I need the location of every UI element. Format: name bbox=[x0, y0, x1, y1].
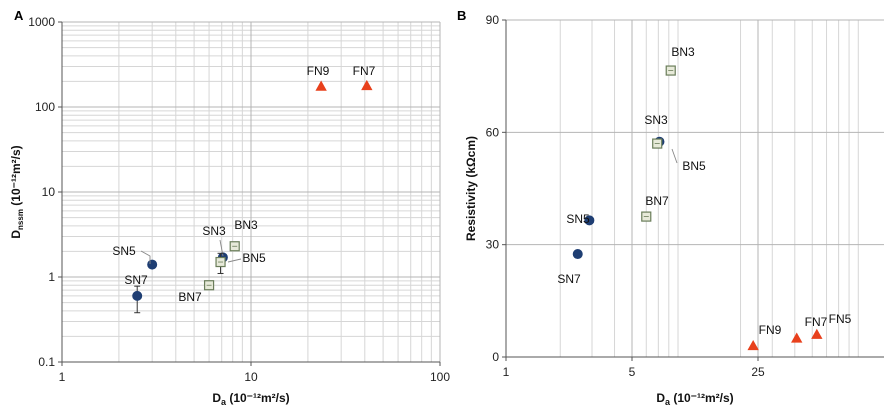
panel-b-grid-minor bbox=[559, 20, 859, 357]
panel-b-y-tick-label: 0 bbox=[492, 350, 499, 364]
panel-b-x-tick-label: 5 bbox=[629, 365, 636, 379]
panel-a-point-fn7-label: FN7 bbox=[353, 64, 376, 78]
panel-a-y-tick-label: 1000 bbox=[28, 15, 55, 29]
panel-b-y-tick-label: 90 bbox=[486, 13, 500, 27]
panel-b-point-sn7 bbox=[572, 249, 583, 260]
panel-b-point-sn7-label: SN7 bbox=[557, 272, 581, 286]
panel-a-point-fn9 bbox=[315, 80, 327, 91]
panel-b-point-fn9-label: FN9 bbox=[759, 323, 782, 337]
panel-b-point-bn7-label: BN7 bbox=[645, 194, 669, 208]
panel-a-point-sn5-label: SN5 bbox=[112, 244, 136, 258]
panel-b-y-axis-title: Resistivity (kΩcm) bbox=[464, 136, 478, 241]
panel-b-grid-major bbox=[505, 19, 884, 358]
panel-a-y-tick-label: 10 bbox=[42, 185, 56, 199]
panel-a-y-tick-label: 0.1 bbox=[38, 355, 55, 369]
panel-b-label: B bbox=[457, 8, 466, 23]
panel-b-point-fn5-label: FN5 bbox=[829, 312, 852, 326]
panel-a-x-axis-title: Da (10⁻¹²m²/s) bbox=[212, 391, 289, 407]
panel-b-point-fn5 bbox=[811, 328, 823, 339]
panel-a-point-sn5 bbox=[147, 259, 158, 270]
panel-a-point-bn5-leader bbox=[227, 258, 242, 263]
panel-b-point-fn7-label: FN7 bbox=[805, 315, 828, 329]
panel-b-point-sn5-label: SN5 bbox=[566, 212, 590, 226]
panel-b-point-bn5-label: BN5 bbox=[682, 159, 706, 173]
panel-a-point-fn9-label: FN9 bbox=[307, 64, 330, 78]
panel-a-point-sn5-leader bbox=[140, 250, 151, 264]
panel-a-x-tick-label: 10 bbox=[244, 370, 258, 384]
panel-a-x-tick-label: 1 bbox=[59, 370, 66, 384]
panel-a-point-bn7-label: BN7 bbox=[178, 290, 202, 304]
panel-a-x-tick-label: 100 bbox=[430, 370, 450, 384]
panel-a-y-tick-label: 1 bbox=[48, 270, 55, 284]
panel-a-label: A bbox=[14, 8, 24, 23]
panel-a-point-sn3-label: SN3 bbox=[202, 224, 226, 238]
panel-b-point-bn3-label: BN3 bbox=[671, 45, 695, 59]
panel-b-point-sn3-label: SN3 bbox=[644, 113, 668, 127]
panel-a-y-axis-title: Dnssm (10⁻¹²m²/s) bbox=[9, 145, 25, 238]
panel-b-point-fn9 bbox=[747, 339, 759, 351]
panel-b-y-tick-label: 60 bbox=[486, 125, 500, 139]
panel-b-point-fn7 bbox=[791, 332, 803, 343]
panel-b-x-tick-label: 1 bbox=[503, 365, 510, 379]
panel-b-y-tick-label: 30 bbox=[486, 238, 500, 252]
panel-b-x-axis-title: Da (10⁻¹²m²/s) bbox=[656, 391, 733, 407]
panel-b-point-sn5 bbox=[584, 215, 595, 226]
panel-b-x-tick-label: 25 bbox=[751, 365, 765, 379]
panel-a-y-tick-label: 100 bbox=[35, 100, 55, 114]
panel-a-point-bn3-label: BN3 bbox=[234, 218, 258, 232]
panel-a-point-bn5-label: BN5 bbox=[242, 251, 266, 265]
panel-a-point-sn7 bbox=[132, 290, 143, 301]
panel-a-point-sn7-label: SN7 bbox=[124, 273, 148, 287]
panel-b-point-bn5-leader bbox=[671, 148, 678, 164]
panel-a-point-fn7 bbox=[361, 79, 373, 91]
